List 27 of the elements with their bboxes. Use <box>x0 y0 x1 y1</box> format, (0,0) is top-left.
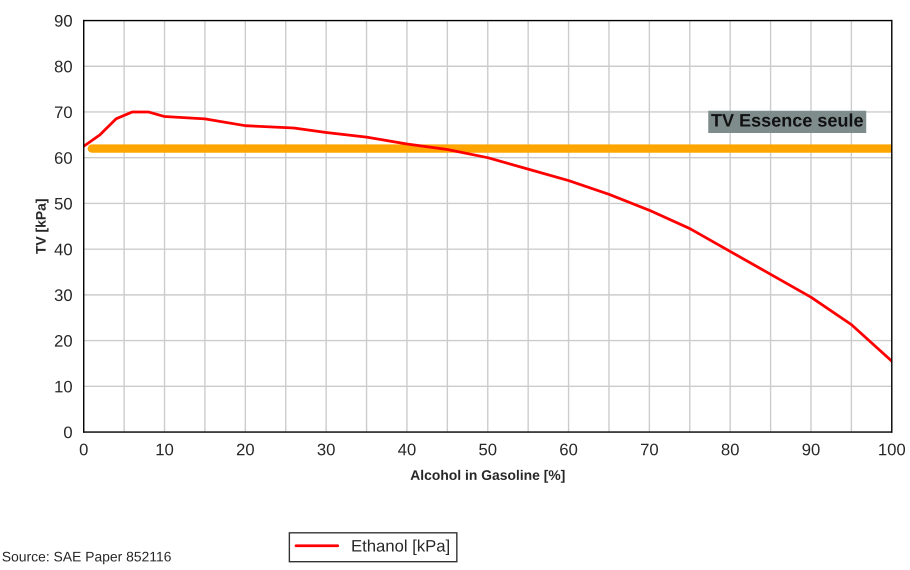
legend-label: Ethanol [kPa] <box>352 539 449 555</box>
x-tick-label: 70 <box>640 444 658 456</box>
y-tick-label: 40 <box>54 244 72 256</box>
x-tick-label: 50 <box>479 444 496 456</box>
x-axis-title: Alcohol in Gasoline [%] <box>410 470 565 483</box>
x-tick-label: 90 <box>802 444 820 456</box>
x-tick-label: 10 <box>156 444 174 456</box>
x-tick-label: 60 <box>560 444 578 456</box>
y-tick-label: 80 <box>54 60 72 72</box>
y-tick-label: 0 <box>64 426 72 438</box>
y-tick-label: 90 <box>54 14 72 27</box>
x-tick-label: 20 <box>236 444 254 456</box>
x-tick-label: 100 <box>879 444 906 456</box>
line-series <box>84 110 892 363</box>
y-tick-label: 10 <box>55 380 72 393</box>
y-tick-label: 30 <box>54 289 72 302</box>
x-tick-label: 0 <box>80 444 88 456</box>
y-tick-label: 70 <box>54 106 72 118</box>
y-axis-title: TV [kPa] <box>36 199 49 254</box>
y-tick-label: 20 <box>54 335 72 347</box>
x-tick-label: 80 <box>722 444 739 456</box>
y-tick-label: 50 <box>54 198 72 210</box>
ref-line-label: TV Essence seule <box>711 113 863 127</box>
x-tick-label: 30 <box>318 444 335 456</box>
y-tick-label: 60 <box>54 152 72 164</box>
x-tick-label: 40 <box>398 444 416 456</box>
source-note: Source: SAE Paper 852116 <box>2 552 171 564</box>
